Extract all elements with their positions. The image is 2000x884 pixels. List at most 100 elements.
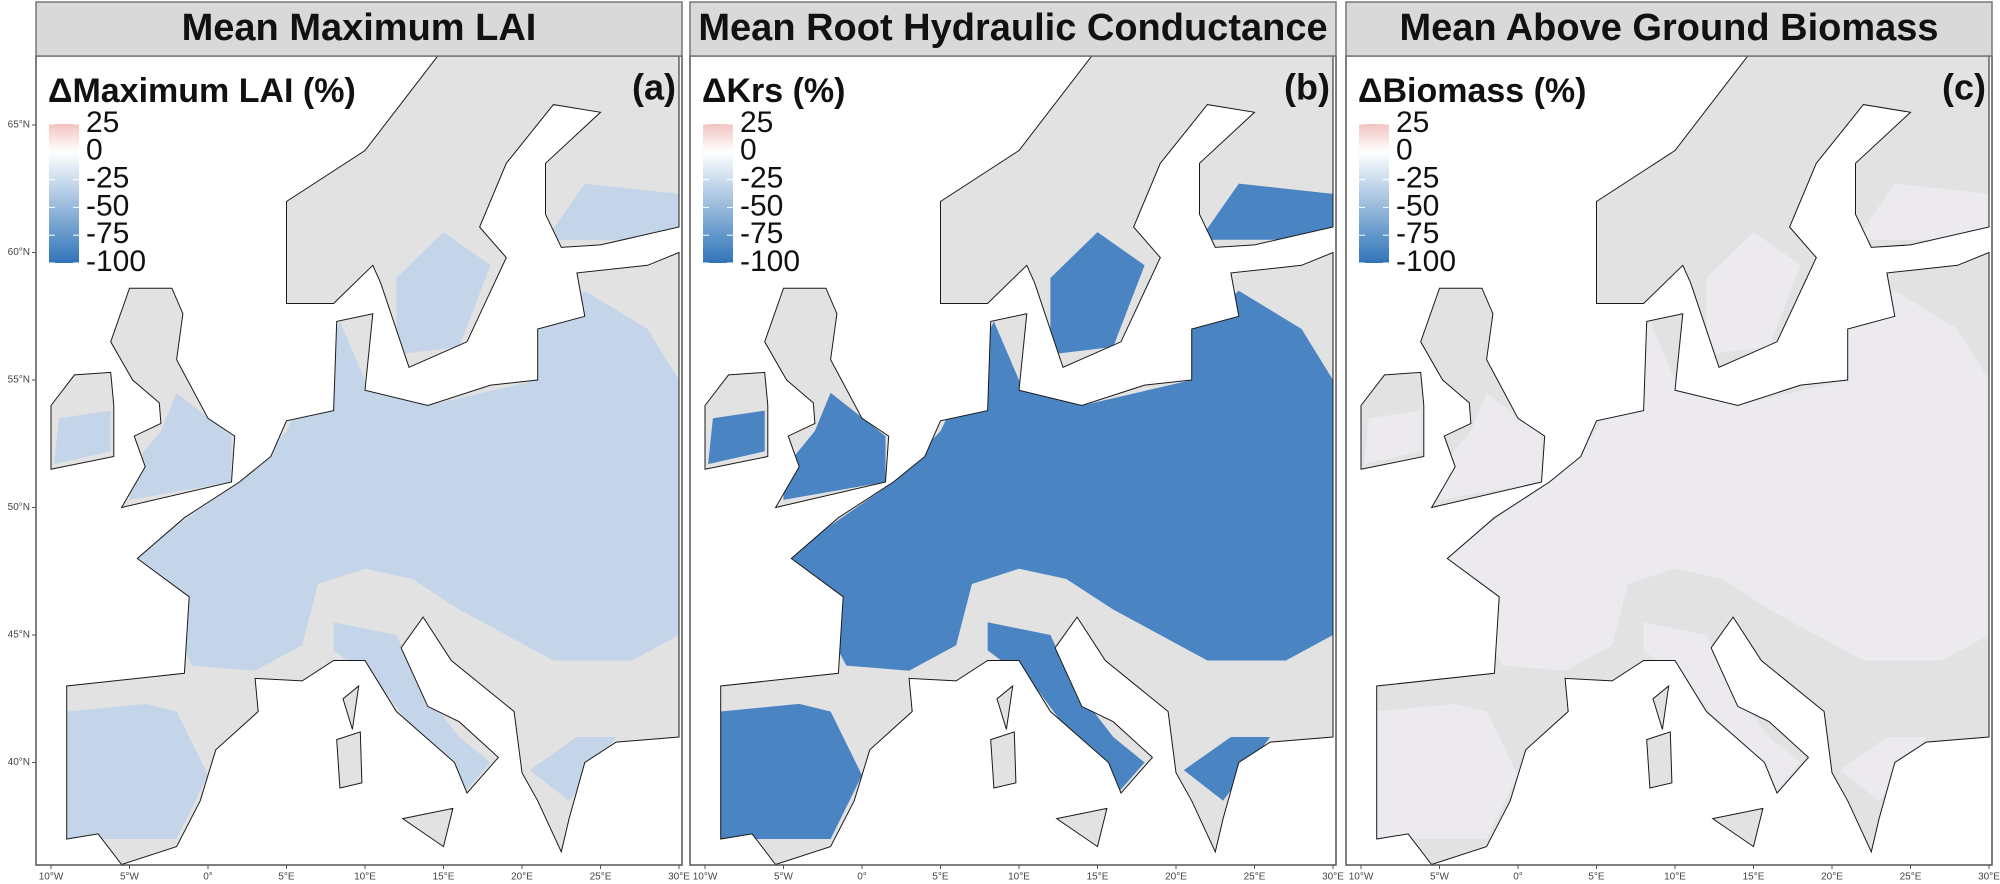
lon-label: 30°E bbox=[1978, 872, 2000, 883]
lat-label: 60°N bbox=[8, 247, 30, 258]
lon-label: 15°E bbox=[433, 872, 455, 883]
colorbar-label: 0 bbox=[1396, 134, 1413, 167]
colorbar-label: -75 bbox=[1396, 217, 1439, 250]
lon-label: 15°E bbox=[1743, 872, 1765, 883]
colorbar-label: 25 bbox=[1396, 106, 1429, 139]
lon-label: 10°E bbox=[354, 872, 376, 883]
data-region bbox=[396, 232, 491, 355]
data-region bbox=[1364, 410, 1421, 465]
lon-label: 10°W bbox=[693, 872, 718, 883]
lon-label: 20°E bbox=[1821, 872, 1843, 883]
lon-label: 0° bbox=[1513, 872, 1523, 883]
panel-header bbox=[689, 1, 1337, 57]
data-region bbox=[545, 183, 679, 240]
lat-label: 55°N bbox=[8, 375, 30, 386]
data-region bbox=[66, 703, 208, 839]
data-layer bbox=[1364, 183, 1989, 839]
colorbar-label: 0 bbox=[740, 134, 757, 167]
panel-title: Mean Maximum LAI bbox=[182, 7, 537, 49]
colorbar bbox=[1359, 124, 1389, 263]
coastline bbox=[704, 56, 1334, 865]
data-region bbox=[783, 392, 886, 500]
panel-letter: (b) bbox=[1284, 67, 1330, 108]
lon-label: 20°E bbox=[511, 872, 533, 883]
colorbar-label: -50 bbox=[86, 189, 129, 222]
data-region bbox=[1643, 622, 1801, 799]
colorbar-label: -100 bbox=[86, 245, 146, 278]
lon-label: 5°E bbox=[278, 872, 295, 883]
lat-label: 40°N bbox=[8, 757, 30, 768]
map bbox=[704, 56, 1334, 865]
lon-label: 10°W bbox=[39, 872, 64, 883]
colorbar-label: -100 bbox=[740, 245, 800, 278]
lat-label: 65°N bbox=[8, 120, 30, 131]
colorbar-label: -75 bbox=[86, 217, 129, 250]
data-region bbox=[1439, 392, 1542, 500]
legend-title: ΔBiomass (%) bbox=[1358, 72, 1587, 110]
data-layer bbox=[708, 183, 1333, 839]
colorbar-label: 25 bbox=[86, 106, 119, 139]
lat-label: 45°N bbox=[8, 630, 30, 641]
lon-label: 10°E bbox=[1008, 872, 1030, 883]
lon-label: 30°E bbox=[1322, 872, 1344, 883]
legend-title: ΔMaximum LAI (%) bbox=[48, 72, 356, 110]
lon-label: 15°E bbox=[1087, 872, 1109, 883]
coastline bbox=[1360, 56, 1990, 865]
data-region bbox=[1199, 183, 1333, 240]
colorbar-label: -75 bbox=[740, 217, 783, 250]
data-region bbox=[135, 290, 679, 671]
lon-label: 10°E bbox=[1664, 872, 1686, 883]
panel: Mean Above Ground Biomass ΔBiomass (%) (c)… bbox=[1345, 1, 2000, 883]
lon-label: 25°E bbox=[590, 872, 612, 883]
colorbar-label: -25 bbox=[86, 162, 129, 195]
lon-label: 5°W bbox=[120, 872, 140, 883]
colorbar-label: -25 bbox=[1396, 162, 1439, 195]
lon-label: 0° bbox=[203, 872, 213, 883]
data-region bbox=[1183, 737, 1271, 801]
data-layer bbox=[54, 183, 679, 839]
panel: Mean Root Hydraulic Conductance ΔKrs (%) (… bbox=[689, 1, 1344, 883]
data-region bbox=[708, 410, 765, 465]
panel-title: Mean Root Hydraulic Conductance bbox=[698, 7, 1327, 49]
lon-label: 10°W bbox=[1349, 872, 1374, 883]
data-region bbox=[1706, 232, 1801, 355]
colorbar bbox=[703, 124, 733, 263]
data-region bbox=[1839, 737, 1927, 801]
lon-label: 20°E bbox=[1165, 872, 1187, 883]
map bbox=[1360, 56, 1990, 865]
data-region bbox=[1376, 703, 1518, 839]
panel-header bbox=[35, 1, 683, 57]
panel-title: Mean Above Ground Biomass bbox=[1399, 7, 1938, 49]
lat-label: 50°N bbox=[8, 502, 30, 513]
colorbar-label: 0 bbox=[86, 134, 103, 167]
lon-label: 25°E bbox=[1244, 872, 1266, 883]
data-region bbox=[1445, 290, 1989, 671]
coastline bbox=[50, 56, 680, 865]
data-region bbox=[333, 622, 491, 799]
colorbar-label: 25 bbox=[740, 106, 773, 139]
colorbar-label: -50 bbox=[740, 189, 783, 222]
lon-label: 30°E bbox=[668, 872, 690, 883]
lon-label: 0° bbox=[857, 872, 867, 883]
data-region bbox=[1855, 183, 1989, 240]
lon-label: 5°W bbox=[774, 872, 794, 883]
panel: Mean Maximum LAI ΔMaximum LAI (%) (a) 250-2… bbox=[35, 1, 690, 883]
lon-label: 25°E bbox=[1900, 872, 1922, 883]
data-region bbox=[789, 290, 1333, 671]
data-region bbox=[129, 392, 232, 500]
colorbar bbox=[49, 124, 79, 263]
data-region bbox=[987, 622, 1145, 799]
panel-header bbox=[1345, 1, 1993, 57]
colorbar-label: -50 bbox=[1396, 189, 1439, 222]
lon-label: 5°W bbox=[1430, 872, 1450, 883]
colorbar-label: -100 bbox=[1396, 245, 1456, 278]
data-region bbox=[720, 703, 862, 839]
legend-title: ΔKrs (%) bbox=[702, 72, 845, 110]
panel-letter: (c) bbox=[1942, 67, 1986, 108]
data-region bbox=[529, 737, 617, 801]
lon-label: 5°E bbox=[932, 872, 949, 883]
lon-label: 5°E bbox=[1588, 872, 1605, 883]
data-region bbox=[54, 410, 111, 465]
data-region bbox=[1050, 232, 1145, 355]
